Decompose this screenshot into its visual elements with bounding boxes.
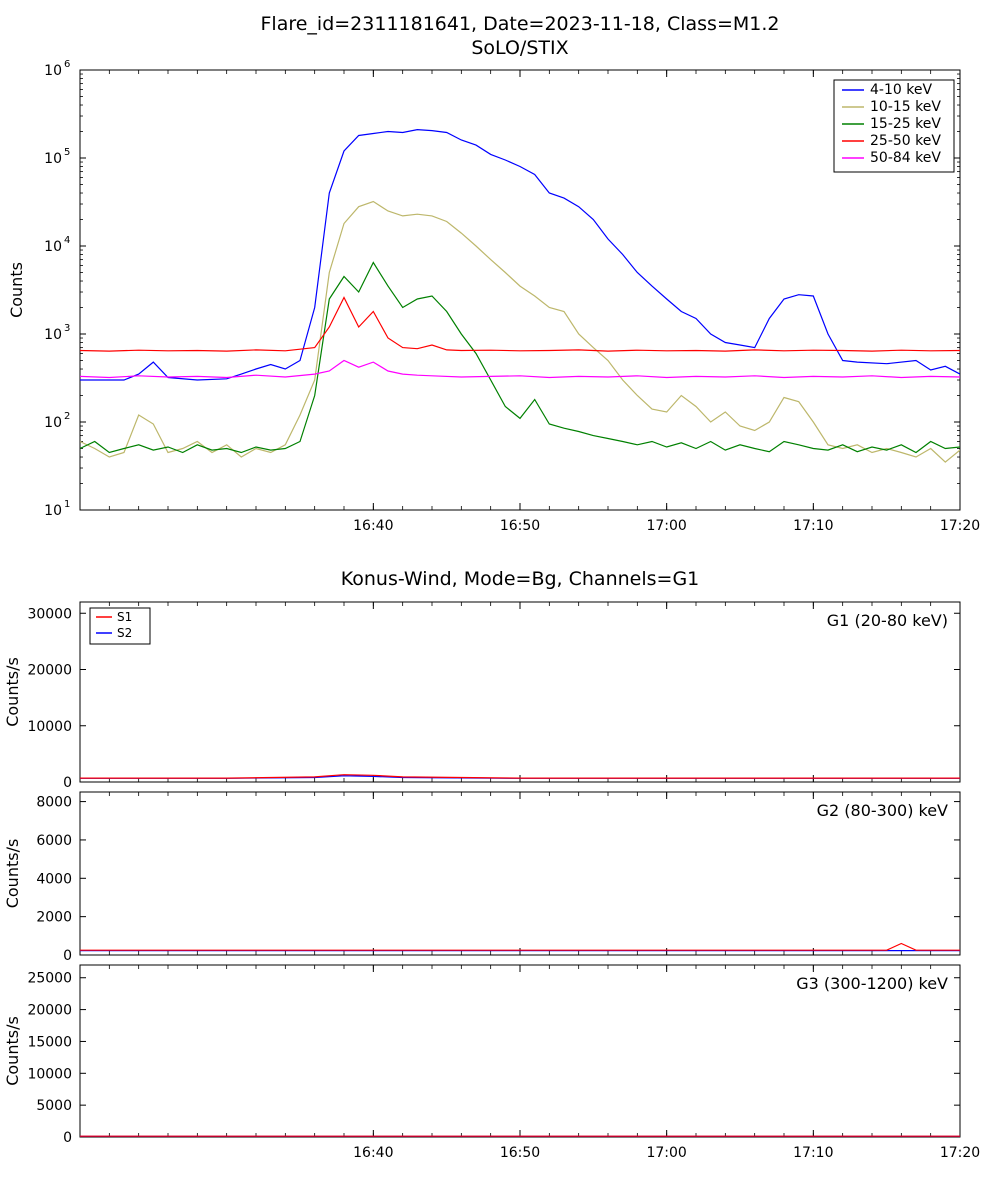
y-tick-label: 102 [44, 411, 70, 431]
svg-text:5: 5 [64, 147, 70, 158]
konus-panel-label: G2 (80-300) keV [817, 801, 948, 820]
svg-text:10: 10 [44, 503, 62, 519]
series-line [80, 130, 960, 380]
konus-title: Konus-Wind, Mode=Bg, Channels=G1 [341, 568, 700, 590]
series-line [80, 263, 960, 453]
svg-text:10: 10 [44, 151, 62, 167]
series-line [80, 361, 960, 378]
svg-text:10: 10 [44, 327, 62, 343]
konus-y-tick-label: 8000 [36, 795, 72, 811]
main-title-line2: SoLO/STIX [471, 37, 568, 59]
svg-text:4: 4 [64, 235, 70, 246]
konus-panel-label: G1 (20-80 keV) [827, 611, 948, 630]
konus-y-tick-label: 4000 [36, 871, 72, 887]
konus-y-tick-label: 30000 [27, 606, 72, 622]
svg-text:10: 10 [44, 239, 62, 255]
konus-y-tick-label: 2000 [36, 910, 72, 926]
main-title-line1: Flare_id=2311181641, Date=2023-11-18, Cl… [260, 13, 779, 35]
konus-y-tick-label: 6000 [36, 833, 72, 849]
konus-legend-label: S2 [117, 626, 132, 640]
konus-y-tick-label: 25000 [27, 971, 72, 987]
konus-y-tick-label: 0 [63, 948, 72, 964]
legend-label: 15-25 keV [870, 116, 941, 132]
x-tick-label: 17:00 [646, 518, 686, 534]
y-axis-label: Counts [7, 262, 26, 318]
konus-y-tick-label: 20000 [27, 1003, 72, 1019]
svg-text:10: 10 [44, 415, 62, 431]
series-line [80, 298, 960, 352]
konus-y-tick-label: 10000 [27, 1066, 72, 1082]
y-tick-label: 103 [44, 323, 70, 343]
x-tick-label: 17:20 [940, 518, 980, 534]
konus-x-tick-label: 16:50 [500, 1145, 540, 1161]
konus-y-tick-label: 0 [63, 775, 72, 791]
x-tick-label: 17:10 [793, 518, 833, 534]
konus-x-tick-label: 17:10 [793, 1145, 833, 1161]
svg-text:2: 2 [64, 411, 70, 422]
konus-legend-label: S1 [117, 610, 132, 624]
konus-y-axis-label: Counts/s [3, 1016, 22, 1086]
legend-label: 4-10 keV [870, 82, 932, 98]
konus-y-tick-label: 0 [63, 1130, 72, 1146]
konus-y-axis-label: Counts/s [3, 657, 22, 727]
konus-y-tick-label: 10000 [27, 719, 72, 735]
konus-x-tick-label: 16:40 [353, 1145, 393, 1161]
konus-y-tick-label: 5000 [36, 1098, 72, 1114]
legend-label: 25-50 keV [870, 133, 941, 149]
y-tick-label: 101 [44, 499, 70, 519]
konus-x-tick-label: 17:20 [940, 1145, 980, 1161]
x-tick-label: 16:50 [500, 518, 540, 534]
multi-panel-chart: Flare_id=2311181641, Date=2023-11-18, Cl… [0, 0, 1000, 1200]
konus-y-tick-label: 15000 [27, 1034, 72, 1050]
y-tick-label: 106 [44, 59, 70, 79]
konus-y-tick-label: 20000 [27, 663, 72, 679]
x-tick-label: 16:40 [353, 518, 393, 534]
legend-label: 50-84 keV [870, 150, 941, 166]
legend-label: 10-15 keV [870, 99, 941, 115]
series-line [80, 202, 960, 463]
svg-text:3: 3 [64, 323, 70, 334]
konus-x-tick-label: 17:00 [646, 1145, 686, 1161]
y-tick-label: 105 [44, 147, 70, 167]
svg-text:10: 10 [44, 63, 62, 79]
svg-text:6: 6 [64, 59, 70, 70]
konus-panel-label: G3 (300-1200) keV [796, 974, 948, 993]
y-tick-label: 104 [44, 235, 70, 255]
svg-text:1: 1 [64, 499, 70, 510]
konus-y-axis-label: Counts/s [3, 839, 22, 909]
